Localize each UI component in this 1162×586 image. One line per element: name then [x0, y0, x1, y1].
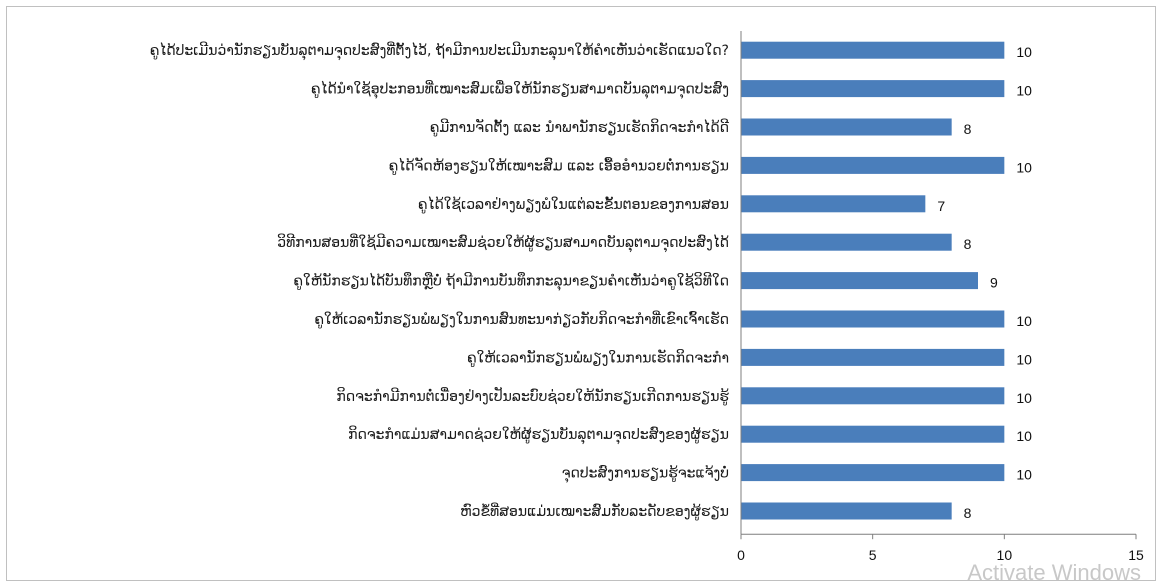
category-label: ກິດຈະກຳແມ່ນສາມາດຊ່ວຍໃຫ້ຜູ້ຮຽນບັນລຸຕາມຈຸດ… [348, 425, 729, 444]
data-labels: 10 10 8 10 7 8 9 10 10 10 10 10 8 [937, 44, 1032, 521]
data-label: 10 [1016, 313, 1032, 329]
bars-group [741, 41, 1005, 520]
bar [741, 41, 1005, 59]
data-label: 8 [964, 121, 972, 137]
category-labels: ຄູໄດ້ປະເມີນວ່ານັກຮຽນບັນລຸຕາມຈຸດປະສົງທີ່ຕ… [150, 41, 730, 520]
chart-frame: ຄູໄດ້ປະເມີນວ່ານັກຮຽນບັນລຸຕາມຈຸດປະສົງທີ່ຕ… [6, 6, 1156, 585]
category-label: ກິດຈະກຳມີການຕໍ່ເນື່ອງຢ່າງເປັນລະບົບຊ່ວຍໃຫ… [336, 387, 729, 405]
category-label: ຫົວຂໍ້ທີ່ສອນແມ່ນເໝາະສົມກັບລະດັບຂອງຜູ້ຮຽນ [460, 502, 729, 520]
x-tick-label: 15 [1128, 547, 1144, 563]
category-label: ຄູໄດ້ໃຊ້ເວລາຢ່າງພຽງພໍໃນແຕ່ລະຂັ້ນຕອນຂອງກາ… [418, 196, 729, 213]
x-tick-label: 10 [997, 547, 1013, 563]
bar [741, 272, 978, 290]
bar [741, 348, 1005, 366]
bar [741, 233, 952, 251]
data-label: 7 [937, 198, 945, 214]
category-label: ຄູໃຫ້ເວລານັກຮຽນພໍພຽງໃນການເຮັດກິດຈະກຳ [467, 348, 729, 366]
bar [741, 156, 1005, 174]
data-label: 10 [1016, 44, 1032, 60]
bar [741, 118, 952, 136]
bar [741, 80, 1005, 98]
x-tick-label: 5 [869, 547, 877, 563]
bar [741, 425, 1005, 443]
data-label: 9 [990, 275, 998, 291]
category-label: ຈຸດປະສົງການຮຽນຮູ້ຈະແຈ້ງບໍ່ [562, 464, 729, 482]
data-label: 10 [1016, 351, 1032, 367]
x-tick-label: 0 [737, 547, 745, 563]
category-label: ຄູໄດ້ຈັດຫ້ອງຮຽນໃຫ້ເໝາະສົມ ແລະ ເອື້ອອຳນວຍ… [389, 156, 729, 174]
bar [741, 387, 1005, 405]
activate-windows-watermark: Activate Windows [967, 560, 1141, 585]
bar [741, 310, 1005, 328]
bar-chart: ຄູໄດ້ປະເມີນວ່ານັກຮຽນບັນລຸຕາມຈຸດປະສົງທີ່ຕ… [150, 31, 1144, 563]
category-label: ຄູໃຫ້ເວລານັກຮຽນພໍພຽງໃນການສົນທະນາກ່ຽວກັບກ… [314, 310, 729, 328]
data-label: 10 [1016, 159, 1032, 175]
data-label: 10 [1016, 467, 1032, 483]
data-label: 10 [1016, 390, 1032, 406]
bar [741, 464, 1005, 482]
category-label: ຄູໄດ້ນຳໃຊ້ອຸປະກອນທີ່ເໝາະສົມເພື່ອໃຫ້ນັກຮຽ… [311, 79, 729, 98]
category-label: ຄູມີການຈັດຕັ້ງ ແລະ ນຳພານັກຮຽນເຮັດກິດຈະກຳ… [430, 118, 729, 136]
data-label: 8 [964, 505, 972, 521]
bar [741, 502, 952, 520]
data-label: 10 [1016, 428, 1032, 444]
axes: 0 5 10 15 [737, 31, 1144, 563]
category-label: ຄູໄດ້ປະເມີນວ່ານັກຮຽນບັນລຸຕາມຈຸດປະສົງທີ່ຕ… [150, 41, 729, 60]
category-label: ຄູໃຫ້ນັກຮຽນໄດ້ບັນທຶກຫຼືບໍ່ ຖ້າມີການບັນທຶ… [293, 271, 729, 290]
data-label: 8 [964, 236, 972, 252]
bar [741, 195, 926, 213]
data-label: 10 [1016, 83, 1032, 99]
category-label: ວິທີການສອນທີ່ໃຊ້ມີຄວາມເໝາະສົມຊ່ວຍໃຫ້ຜູ້ຮ… [277, 233, 729, 252]
